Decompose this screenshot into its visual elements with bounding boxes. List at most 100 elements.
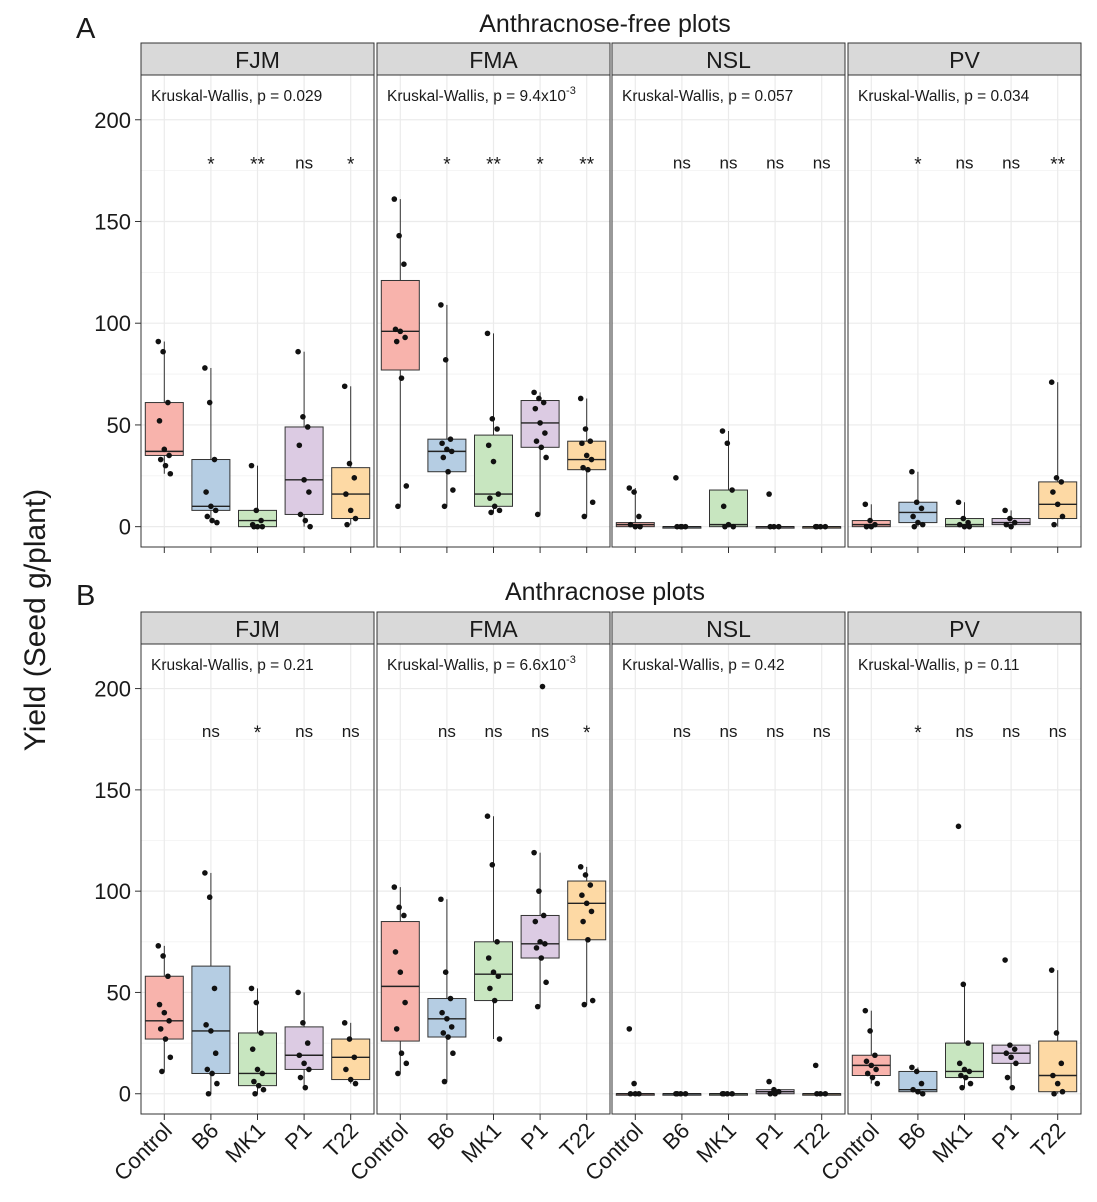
- data-point: [162, 1036, 169, 1042]
- data-point: [441, 503, 448, 510]
- data-point: [351, 475, 358, 481]
- data-point: [627, 521, 634, 528]
- data-point: [958, 1072, 964, 1079]
- data-point: [160, 348, 166, 355]
- data-point: [206, 894, 213, 901]
- box-iqr: [898, 1070, 938, 1093]
- data-point: [864, 1070, 871, 1077]
- data-point: [637, 523, 643, 530]
- data-point: [863, 1058, 870, 1065]
- data-point: [589, 997, 596, 1004]
- data-point: [1002, 507, 1008, 514]
- facet-nsl: NSL Kruskal-Wallis, p = 0.057 ns ns ns ns: [611, 42, 846, 553]
- box-iqr: [945, 1042, 984, 1079]
- data-point: [540, 912, 547, 919]
- data-point: [439, 1009, 445, 1016]
- data-point: [203, 1022, 209, 1028]
- data-point: [867, 517, 873, 524]
- data-point: [682, 1090, 689, 1097]
- data-point: [631, 1080, 637, 1087]
- data-point: [212, 1050, 219, 1057]
- box-t22: [1038, 967, 1078, 1097]
- data-point: [966, 1068, 973, 1075]
- data-point: [579, 892, 585, 899]
- data-point: [162, 462, 169, 469]
- data-point: [580, 464, 586, 471]
- box-iqr: [191, 459, 231, 511]
- panel-letter-a: A: [76, 13, 96, 45]
- kruskal-wallis-exponent: -3: [566, 654, 576, 666]
- data-point: [301, 1060, 307, 1067]
- data-point: [1007, 1042, 1013, 1048]
- data-point: [438, 302, 444, 308]
- data-point: [402, 999, 408, 1006]
- data-point: [393, 1026, 400, 1032]
- x-tick-label: P1: [751, 1118, 788, 1155]
- data-point: [343, 1066, 349, 1073]
- facet-strip-label: FMA: [469, 47, 518, 73]
- data-point: [537, 420, 543, 426]
- data-point: [674, 1090, 680, 1097]
- box-p1: [520, 683, 560, 1010]
- data-point: [209, 1070, 215, 1077]
- data-point: [496, 507, 503, 514]
- significance-label: ns: [295, 722, 313, 741]
- data-point: [487, 495, 493, 501]
- data-point: [540, 399, 547, 406]
- data-point: [588, 908, 595, 915]
- data-point: [440, 1030, 447, 1036]
- significance-label: **: [579, 154, 594, 175]
- data-point: [532, 918, 539, 925]
- facet-strip-label: FJM: [235, 47, 280, 73]
- data-point: [863, 523, 870, 530]
- data-point: [347, 507, 354, 514]
- data-point: [1050, 1072, 1056, 1079]
- x-tick-label: B6: [423, 1118, 460, 1155]
- data-point: [248, 462, 255, 469]
- data-point: [396, 904, 402, 911]
- data-point: [297, 511, 304, 518]
- panel-b: 0 50 100 150 200 FJM Kruskal-Wallis, p = 0.21 n…: [94, 611, 1082, 1186]
- data-point: [909, 1064, 915, 1071]
- box-mk1: [474, 330, 513, 516]
- box-iqr: [709, 489, 748, 528]
- data-point: [156, 418, 163, 424]
- box-b6: [898, 468, 938, 530]
- x-tick-label: B6: [658, 1118, 695, 1155]
- data-point: [295, 989, 301, 996]
- data-point: [395, 1070, 401, 1077]
- data-point: [955, 499, 962, 506]
- significance-label: **: [486, 154, 501, 175]
- data-point: [248, 985, 255, 992]
- box-p1: [991, 507, 1031, 530]
- kruskal-wallis-label: Kruskal-Wallis, p = 0.11: [858, 657, 1020, 674]
- box-p1: [284, 989, 324, 1091]
- data-point: [632, 1090, 639, 1097]
- facet-strip: [847, 42, 1082, 76]
- box-mk1: [945, 823, 984, 1091]
- data-point: [1048, 967, 1055, 973]
- data-point: [919, 521, 926, 528]
- facet-pv: PV Kruskal-Wallis, p = 0.034 * ns ns **: [847, 42, 1082, 553]
- data-point: [626, 485, 633, 491]
- data-point: [157, 1026, 164, 1032]
- data-point: [674, 523, 680, 530]
- box-iqr: [1038, 481, 1078, 520]
- data-point: [581, 1001, 588, 1008]
- data-point: [165, 973, 171, 980]
- x-tick-label: T22: [1026, 1118, 1070, 1162]
- data-point: [448, 1024, 455, 1030]
- data-point: [397, 969, 404, 975]
- data-point: [822, 1090, 829, 1097]
- x-tick-label: Control: [109, 1118, 177, 1186]
- data-point: [398, 1050, 405, 1057]
- data-point: [539, 683, 546, 690]
- box-b6: [191, 365, 231, 526]
- data-point: [679, 523, 685, 530]
- data-point: [814, 1090, 820, 1097]
- data-point: [1008, 1054, 1014, 1061]
- data-point: [868, 1062, 875, 1069]
- data-point: [442, 357, 449, 363]
- kruskal-wallis-label: Kruskal-Wallis, p = 0.21: [151, 657, 314, 674]
